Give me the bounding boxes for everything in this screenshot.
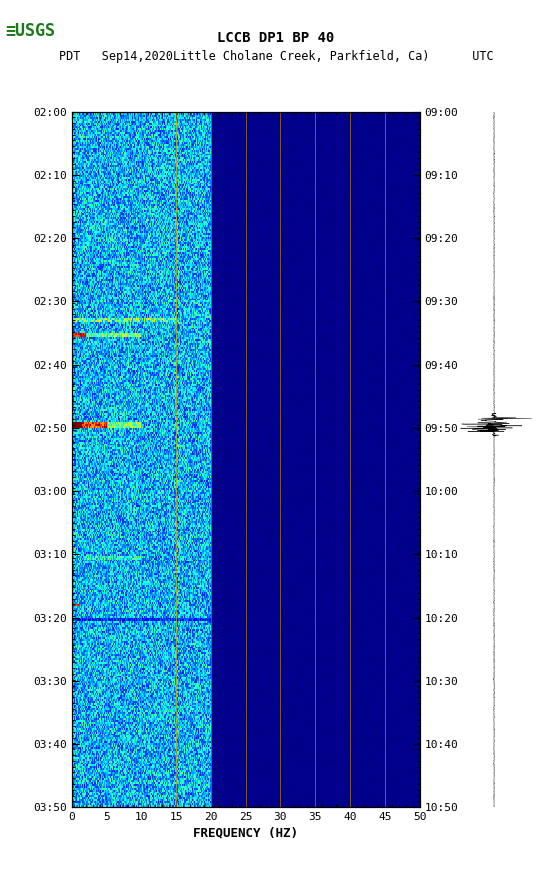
Text: PDT   Sep14,2020Little Cholane Creek, Parkfield, Ca)      UTC: PDT Sep14,2020Little Cholane Creek, Park… — [59, 50, 493, 63]
X-axis label: FREQUENCY (HZ): FREQUENCY (HZ) — [193, 826, 298, 839]
Text: ≡USGS: ≡USGS — [6, 22, 56, 40]
Text: LCCB DP1 BP 40: LCCB DP1 BP 40 — [217, 31, 335, 45]
